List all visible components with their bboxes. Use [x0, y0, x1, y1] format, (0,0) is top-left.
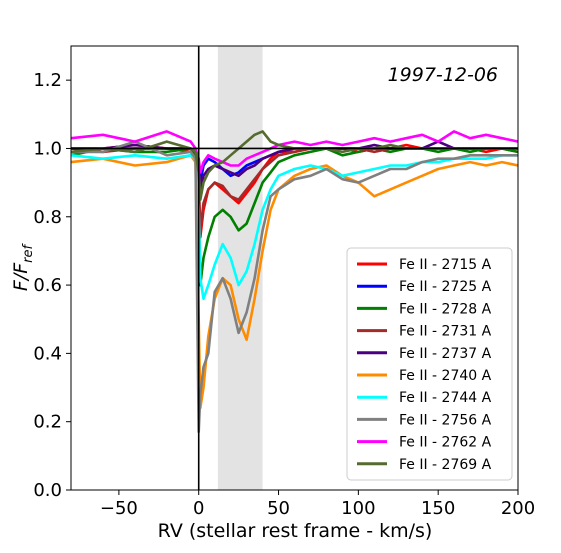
axes-frame: [70, 45, 519, 491]
x-tick-label: −50: [100, 498, 138, 519]
x-tick-label: 0: [193, 498, 204, 519]
series-line-7: [71, 154, 518, 301]
legend-box: [346, 247, 513, 481]
legend-entry-label: Fe II - 2740 A: [399, 368, 492, 384]
legend: Fe II - 2715 A Fe II - 2725 A Fe II - 2728…: [346, 247, 513, 481]
legend-entry-label: Fe II - 2728 A: [399, 301, 492, 317]
legend-entry-label: Fe II - 2725 A: [399, 279, 492, 295]
x-axis-label: RV (stellar rest frame - km/s): [158, 520, 433, 542]
x-tick-label: 200: [501, 498, 535, 519]
legend-entry-label: Fe II - 2769 A: [399, 457, 492, 473]
series-line-9: [71, 130, 518, 174]
legend-entry-label: Fe II - 2744 A: [399, 390, 492, 406]
y-axis-label-main: F/F: [10, 262, 32, 291]
y-axis-label-sub: ref: [21, 242, 36, 262]
x-tick-label: 150: [421, 498, 455, 519]
legend-entry-label: Fe II - 2756 A: [399, 412, 492, 428]
axes: −50 0 50 100 150 200 0.0 0.2 0.4 0.6 0.8 1.0 1.2: [33, 45, 535, 519]
y-tick-label: 0.4: [33, 343, 62, 364]
y-tick-label: 0.6: [33, 275, 62, 296]
plot-area: [71, 46, 518, 490]
x-tick-label: 100: [341, 498, 375, 519]
legend-entry-label: Fe II - 2762 A: [399, 435, 492, 451]
series-line-8: [71, 140, 518, 434]
date-annotation: 1997-12-06: [388, 64, 498, 86]
y-tick-label: 0.2: [33, 412, 62, 433]
y-axis-label: F/Fref: [10, 242, 36, 291]
y-tick-label: 0.8: [33, 207, 62, 228]
y-tick-label: 1.2: [33, 70, 62, 91]
series-line-4: [71, 147, 518, 232]
y-tick-label: 1.0: [33, 138, 62, 159]
legend-entry-label: Fe II - 2731 A: [399, 324, 492, 340]
legend-entry-label: Fe II - 2715 A: [399, 257, 492, 273]
x-tick-label: 50: [267, 498, 290, 519]
y-tick-label: 0.0: [33, 480, 62, 501]
legend-entry-label: Fe II - 2737 A: [399, 346, 492, 362]
